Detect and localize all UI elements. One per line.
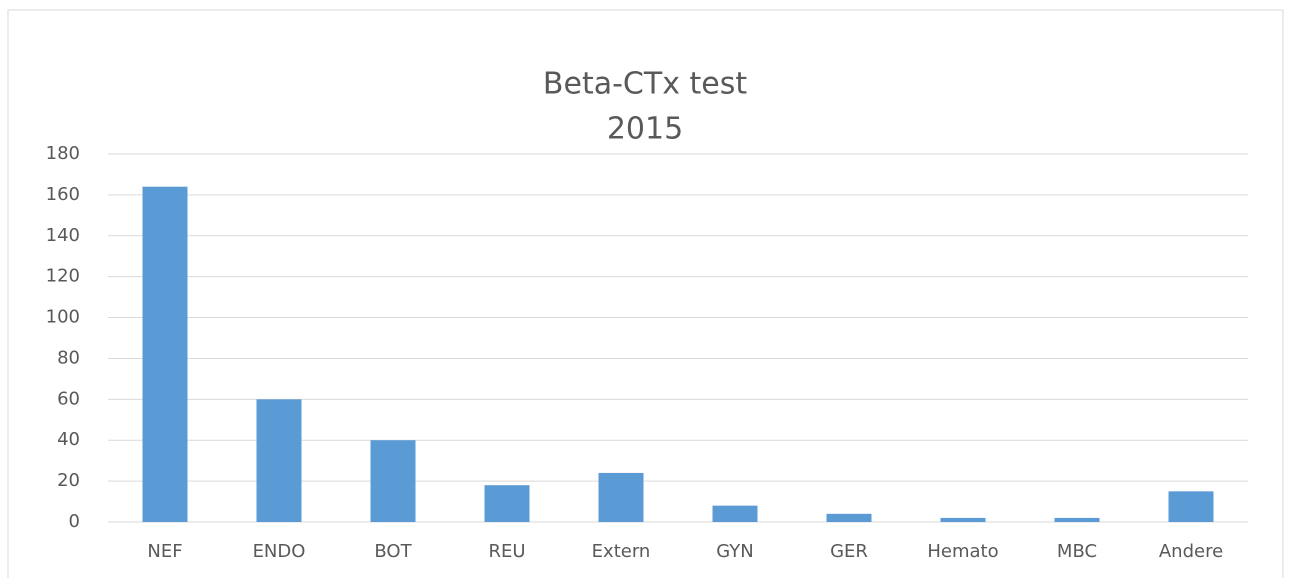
y-tick-label: 80 xyxy=(57,347,80,368)
bar xyxy=(142,186,188,522)
y-tick-label: 60 xyxy=(57,388,80,409)
bar xyxy=(598,472,644,522)
y-tick-label: 40 xyxy=(57,429,80,450)
chart-title: Beta-CTx test xyxy=(543,67,747,102)
x-tick-label: NEF xyxy=(147,541,182,562)
x-tick-label: BOT xyxy=(374,541,412,562)
x-tick-label: MBC xyxy=(1057,541,1097,562)
x-tick-label: Hemato xyxy=(927,541,998,562)
x-tick-label: GER xyxy=(830,541,868,562)
y-tick-label: 20 xyxy=(57,470,80,491)
bar xyxy=(940,517,986,522)
bar xyxy=(256,399,302,522)
bar xyxy=(1054,517,1100,522)
x-tick-label: GYN xyxy=(716,541,754,562)
bar xyxy=(1168,491,1214,522)
bar xyxy=(826,513,872,522)
bar xyxy=(712,505,758,522)
y-tick-label: 180 xyxy=(46,143,80,164)
x-tick-label: ENDO xyxy=(253,541,306,562)
x-tick-label: Extern xyxy=(592,541,651,562)
x-tick-label: Andere xyxy=(1159,541,1223,562)
chart-border xyxy=(7,9,1284,582)
y-tick-label: 160 xyxy=(46,184,80,205)
x-tick-label: REU xyxy=(488,541,525,562)
chart-subtitle: 2015 xyxy=(607,112,683,147)
y-tick-label: 120 xyxy=(46,266,80,287)
y-tick-label: 140 xyxy=(46,225,80,246)
y-tick-label: 100 xyxy=(46,307,80,328)
bar xyxy=(484,485,530,522)
bar xyxy=(370,440,416,522)
y-tick-label: 0 xyxy=(69,511,80,532)
